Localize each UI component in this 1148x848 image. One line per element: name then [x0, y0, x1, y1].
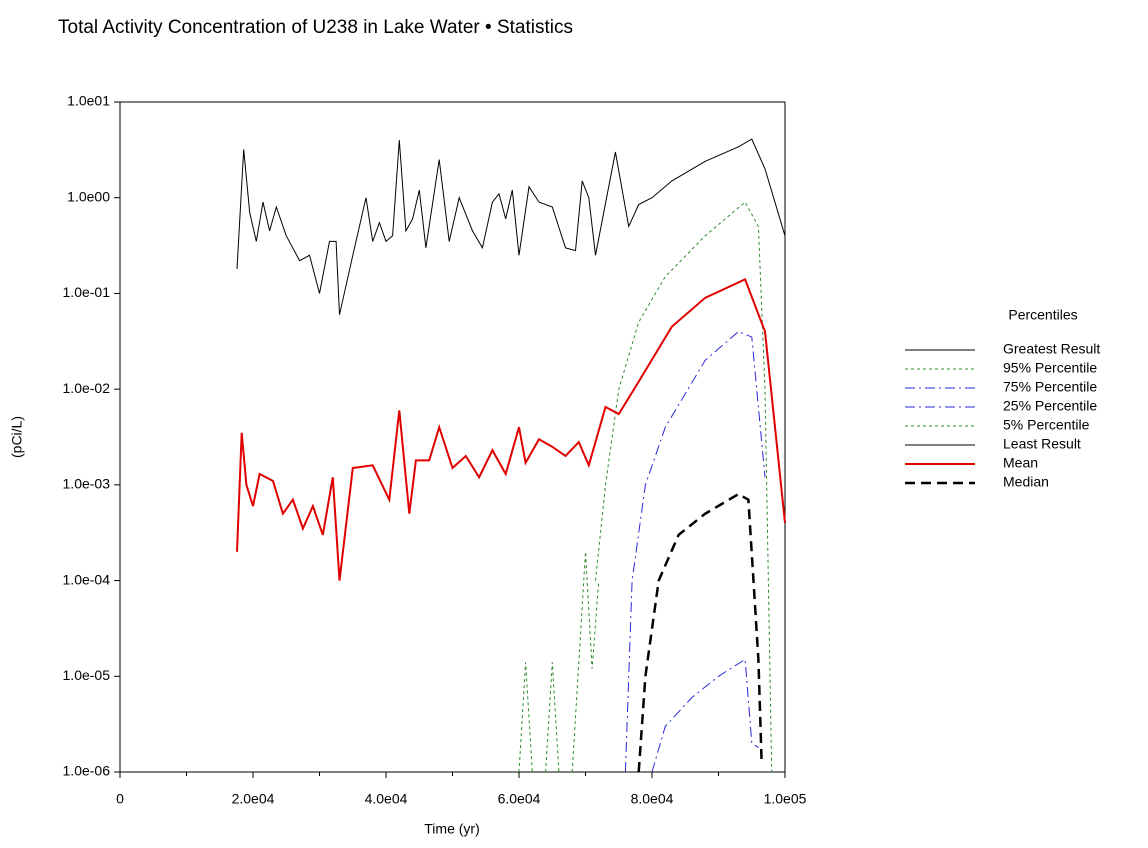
y-tick-label: 1.0e01 [67, 93, 110, 109]
plot-frame [119, 101, 786, 773]
series-line [637, 492, 763, 773]
y-tick-label: 1.0e00 [67, 188, 110, 204]
series-line [236, 138, 786, 315]
x-tick-label: 4.0e04 [365, 791, 408, 807]
legend-title: Percentiles [1008, 307, 1077, 323]
x-axis-label: Time (yr) [424, 821, 479, 837]
y-tick-label: 1.0e-01 [63, 284, 111, 300]
legend-label: Median [1003, 474, 1049, 490]
y-tick-label: 1.0e-06 [63, 763, 111, 779]
legend-label: 5% Percentile [1003, 417, 1090, 433]
series-line [518, 551, 600, 773]
series-line [595, 201, 773, 773]
legend-label: Least Result [1003, 436, 1081, 452]
x-tick-label: 0 [116, 791, 124, 807]
x-tick-label: 2.0e04 [232, 791, 275, 807]
y-tick-label: 1.0e-02 [63, 380, 111, 396]
legend-label: Mean [1003, 455, 1038, 471]
x-tick-label: 1.0e05 [764, 791, 807, 807]
series-line [236, 278, 786, 581]
legend-label: 75% Percentile [1003, 379, 1097, 395]
y-tick-label: 1.0e-04 [63, 571, 111, 587]
y-tick-label: 1.0e-05 [63, 667, 111, 683]
y-tick-label: 1.0e-03 [63, 476, 111, 492]
y-axis-label: (pCi/L) [9, 416, 25, 458]
x-tick-label: 8.0e04 [631, 791, 674, 807]
chart-title: Total Activity Concentration of U238 in … [58, 17, 573, 38]
legend-label: 25% Percentile [1003, 398, 1097, 414]
legend-label: Greatest Result [1003, 341, 1100, 357]
legend-label: 95% Percentile [1003, 360, 1097, 376]
series-line [624, 330, 766, 773]
x-tick-label: 6.0e04 [498, 791, 541, 807]
series-line [651, 658, 759, 773]
